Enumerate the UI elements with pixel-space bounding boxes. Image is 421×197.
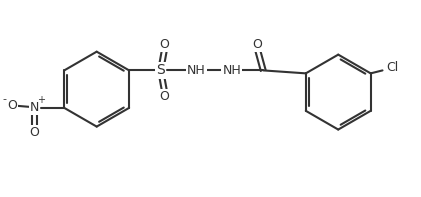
Text: NH: NH <box>187 64 205 77</box>
Text: O: O <box>252 38 262 51</box>
Text: N: N <box>30 101 39 114</box>
Text: NH: NH <box>222 64 241 77</box>
Text: O: O <box>30 126 40 139</box>
Text: O: O <box>160 38 170 51</box>
Text: +: + <box>37 95 45 105</box>
Text: Cl: Cl <box>386 61 399 74</box>
Text: S: S <box>156 63 165 77</box>
Text: -: - <box>2 94 6 104</box>
Text: O: O <box>7 99 17 112</box>
Text: O: O <box>160 89 170 102</box>
